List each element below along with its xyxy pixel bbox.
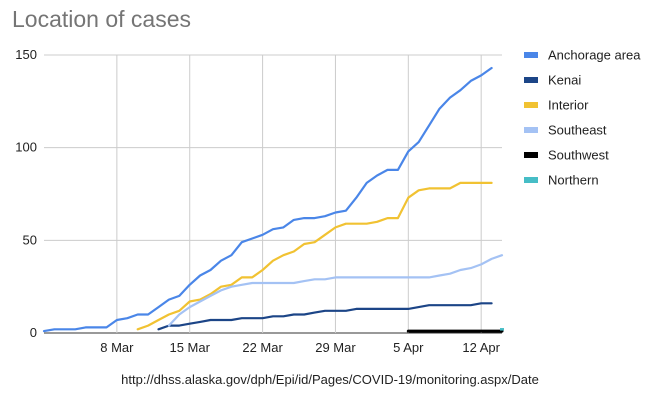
y-tick-label: 50: [23, 232, 37, 247]
y-tick-label: 100: [15, 140, 37, 155]
legend-label: Southeast: [548, 123, 607, 138]
series-line-kenai: [157, 302, 493, 331]
legend-label: Kenai: [548, 73, 581, 88]
x-tick-label: 8 Mar: [100, 340, 134, 355]
legend-swatch: [524, 177, 538, 183]
legend-label: Southwest: [548, 148, 609, 163]
legend: Anchorage area Kenai Interior Southeast Sout…: [524, 48, 641, 188]
series-line-interior: [136, 181, 493, 331]
chart-title: Location of cases: [12, 6, 192, 32]
x-tick-label: 12 Apr: [462, 340, 500, 355]
x-tick-label: 22 Mar: [242, 340, 283, 355]
gridlines: [44, 54, 502, 334]
legend-swatch: [524, 77, 538, 83]
legend-swatch: [524, 52, 538, 58]
x-tick-label: 15 Mar: [169, 340, 210, 355]
y-tick-label: 0: [30, 325, 37, 340]
axes: 0 50 100 150 8 Mar 15 Mar 22 Mar 29 Mar 5 Apr 12 …: [15, 47, 500, 355]
legend-swatch: [524, 102, 538, 108]
legend-label: Northern: [548, 173, 599, 188]
legend-swatch: [524, 127, 538, 133]
legend-label: Anchorage area: [548, 48, 641, 63]
series-line-anchorage-area: [42, 66, 493, 333]
legend-label: Interior: [548, 98, 589, 113]
legend-swatch: [524, 152, 538, 158]
x-tick-label: 5 Apr: [393, 340, 424, 355]
source-note: http://dhss.alaska.gov/dph/Epi/id/Pages/…: [121, 372, 539, 387]
series-line-southeast: [167, 254, 504, 327]
series-lines: [42, 66, 504, 333]
x-tick-label: 29 Mar: [315, 340, 356, 355]
y-tick-label: 150: [15, 47, 37, 62]
